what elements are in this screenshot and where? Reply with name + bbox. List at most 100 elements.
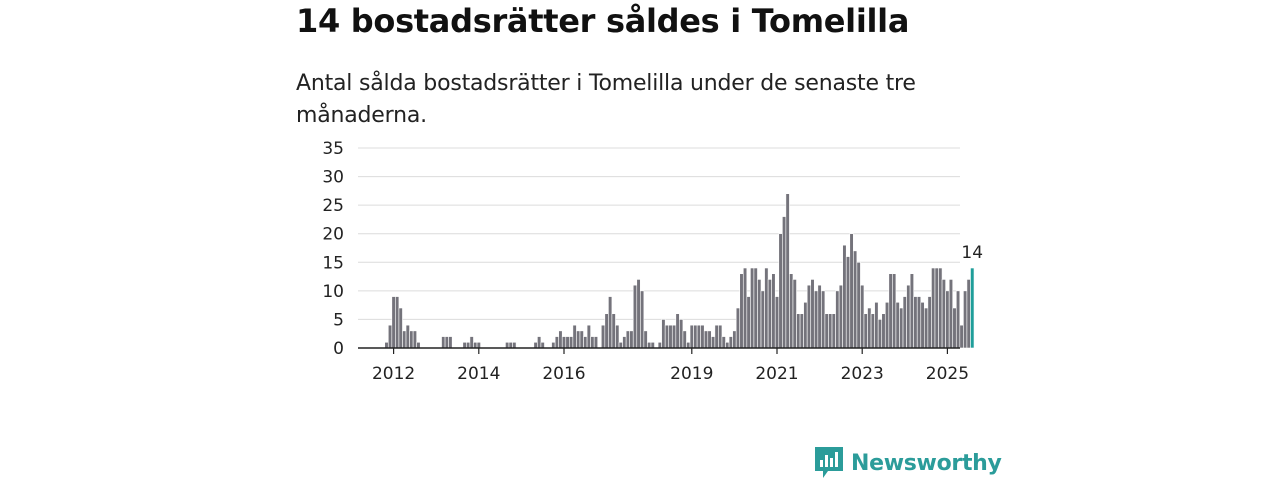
bar [938,267,943,349]
bar [671,324,677,349]
bar [959,324,964,349]
bar [611,313,616,349]
bar [466,341,471,349]
bar [402,330,407,349]
annotations: 14 [961,243,983,263]
bar [600,324,606,349]
bar [892,273,897,349]
bar [583,336,588,349]
bar [785,193,790,349]
bar [792,279,797,349]
bar [714,324,719,349]
newsworthy-logo: Newsworthy [815,447,1002,479]
x-tick-label: 2014 [457,364,500,384]
bar [874,301,879,349]
bar [966,279,971,349]
bar [409,330,414,349]
bar [771,273,776,349]
bar [725,341,730,349]
bar [632,284,638,349]
bar [774,296,780,349]
bar [604,313,609,349]
bar [948,279,954,349]
bar [835,290,840,349]
bar [941,279,946,349]
bar [700,324,705,349]
y-tick-label: 20 [322,225,344,245]
bar-chart-speech-bubble-icon [815,447,843,478]
bar [796,313,801,349]
bar [682,330,687,349]
bar [664,324,670,349]
bar [647,341,652,349]
x-tick-label: 2021 [755,364,798,384]
bar [657,341,662,349]
bar [735,307,741,349]
bar [718,324,723,349]
bar [856,261,861,349]
bar [661,319,666,349]
bar [391,296,396,349]
x-tick-label: 2025 [926,364,969,384]
bar [622,336,627,349]
bar [416,341,421,349]
bar [920,301,925,349]
bar [853,250,858,349]
bar [778,233,783,349]
bar [913,296,918,349]
bar [753,267,758,349]
bar [476,341,481,349]
bar [902,296,907,349]
bar [909,273,914,349]
bar [696,324,701,349]
bar [728,336,733,349]
bar [739,273,744,349]
bar [405,324,410,349]
bar [675,313,680,349]
bar [590,336,595,349]
bar [615,324,620,349]
y-tick-label: 5 [333,310,344,330]
highlight-bar [970,267,975,349]
bar [711,336,716,349]
y-tick-label: 0 [333,339,344,359]
bar [537,336,542,349]
bar [824,313,829,349]
bar [945,290,950,349]
bar [561,336,567,349]
bar [803,301,808,349]
y-tick-label: 25 [322,196,344,216]
bar [842,244,847,349]
bar [579,330,584,349]
bar [746,296,751,349]
bar [441,336,446,349]
bar [558,330,563,349]
bar [686,341,691,349]
bar [398,307,403,349]
bar [469,336,474,349]
x-axis: 2012 2014 2016 2019 2021 2023 2025 [358,347,969,384]
bar [554,336,559,349]
bar [931,267,936,349]
bar [789,273,794,349]
bar [412,330,417,349]
bar [473,341,478,349]
bar [963,290,968,349]
bar [955,290,961,349]
x-tick-label: 2019 [670,364,713,384]
bar [668,324,673,349]
bar [767,279,772,349]
headline: 14 bostadsrätter såldes i Tomelilla [296,2,910,40]
bar [395,296,400,349]
bar [703,330,709,349]
bar [586,324,591,349]
bar [750,267,755,349]
bar [952,307,957,349]
bar [565,336,570,349]
bar [608,296,613,349]
bar [845,256,851,349]
bar [629,330,634,349]
bar [387,324,393,349]
bar [742,267,748,349]
